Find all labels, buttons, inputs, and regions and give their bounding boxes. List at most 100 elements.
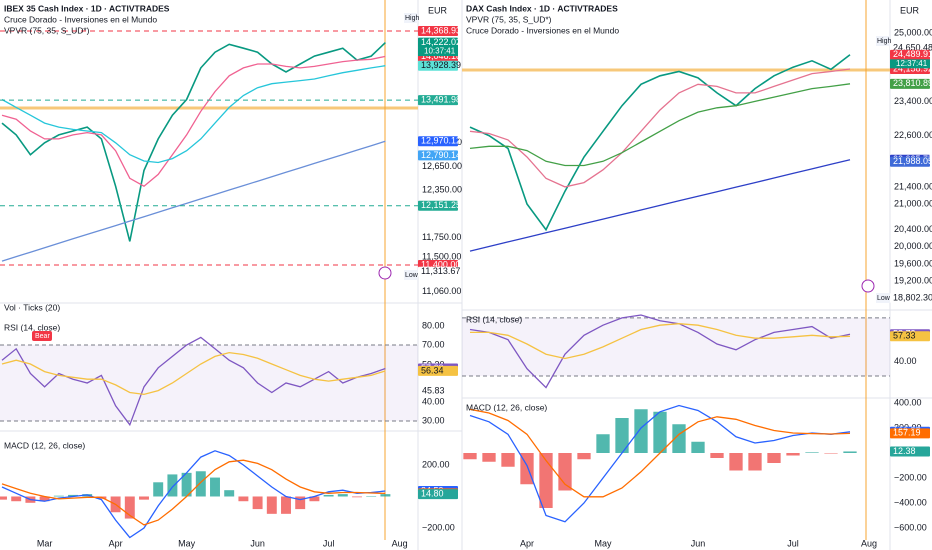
high-tag: High: [877, 38, 892, 45]
price-label-box: [890, 78, 930, 89]
y-tick-label: 80.00: [422, 320, 445, 330]
y-tick-label: −400.00: [894, 497, 927, 507]
histogram-bar: [153, 482, 164, 497]
histogram-bar: [68, 494, 78, 497]
histogram-bar: [181, 472, 192, 497]
histogram-bar: [309, 496, 320, 502]
x-tick-label: Jul: [787, 538, 799, 548]
y-tick-label: 40.00: [422, 396, 445, 406]
x-tick-label: Aug: [861, 538, 877, 548]
indicator-name: VPVR (75, 35, S_UD*): [4, 25, 90, 35]
price-label: 57.33: [893, 331, 916, 341]
y-tick-label: 200.00: [422, 459, 450, 469]
indicator-line: [1, 65, 386, 164]
histogram-bar: [691, 441, 705, 453]
y-tick-label: 25,000.00: [894, 27, 932, 37]
signal-tag: Bear: [35, 333, 50, 340]
price-label-box: [890, 49, 930, 60]
pane-title: RSI (14, close): [466, 314, 522, 324]
x-tick-label: Mar: [37, 538, 53, 548]
x-tick-label: Jul: [323, 538, 335, 548]
histogram-bar: [805, 452, 819, 453]
histogram-bar: [195, 471, 206, 497]
histogram-bar: [167, 474, 178, 497]
high-tag-box: [876, 36, 890, 46]
price-label: 56.34: [421, 365, 444, 375]
countdown-box: [890, 59, 930, 69]
price-label: 12,790.14: [421, 150, 461, 160]
x-tick-label: May: [178, 538, 196, 548]
indicator-line: [469, 83, 851, 167]
indicator-line: [469, 408, 851, 498]
x-tick-label: Apr: [520, 538, 534, 548]
y-tick-label: 19,200.00: [894, 275, 932, 285]
y-tick-label: 12,650.00: [422, 161, 462, 171]
price-label-box: [890, 331, 930, 342]
histogram-bar: [463, 453, 477, 460]
low-tag: Low: [877, 295, 891, 302]
price-label-box: [418, 25, 458, 36]
y-tick-label: 23,400.00: [894, 96, 932, 106]
high-tag-box: [404, 13, 418, 23]
histogram-bar: [653, 411, 667, 453]
y-tick-label: 11,500.00: [422, 251, 461, 261]
x-tick-label: Jun: [691, 538, 706, 548]
countdown: 12:37:41: [896, 59, 928, 68]
price-label: 12,151.25: [421, 200, 461, 210]
histogram-bar: [0, 496, 7, 500]
y-tick-label: 40.00: [894, 356, 917, 366]
pane-header: Vol · Ticks (20): [4, 302, 60, 312]
price-label: 18,802.30: [893, 292, 932, 302]
y-tick-label: 12,350.00: [422, 184, 462, 194]
histogram-bar: [323, 494, 334, 497]
low-tag-box: [876, 293, 890, 303]
histogram-bar: [615, 418, 629, 453]
event-icon[interactable]: [378, 266, 392, 280]
histogram-bar: [238, 496, 249, 502]
rsi-band: [0, 344, 418, 421]
x-tick-label: May: [594, 538, 612, 548]
y-tick-label: −200.00: [894, 472, 927, 482]
price-label: 24,650.48: [893, 42, 932, 52]
histogram-bar: [710, 453, 724, 458]
pane-title: RSI (14, close): [4, 322, 60, 332]
price-label: 13,928.39: [421, 60, 461, 70]
y-tick-label: 70.00: [422, 339, 445, 349]
price-label-box: [418, 150, 458, 161]
histogram-bar: [39, 496, 50, 502]
price-label: 11,400.00: [421, 259, 460, 269]
price-label-box: [418, 266, 458, 277]
y-tick-label: 45.83: [422, 385, 445, 395]
y-tick-label: 20,400.00: [894, 224, 932, 234]
price-label: 21,988.05: [893, 156, 932, 166]
price-label-box: [890, 156, 930, 167]
histogram-bar: [634, 409, 648, 453]
y-tick-label: 400.00: [894, 397, 922, 407]
indicator-name: Cruce Dorado - Inversiones en el Mundo: [466, 25, 619, 35]
event-icon[interactable]: [861, 279, 875, 293]
histogram-bar: [824, 453, 838, 454]
indicator-line: [469, 404, 851, 523]
price-line: [1, 42, 386, 242]
y-tick-label: 19,600.00: [894, 258, 932, 268]
histogram-bar: [501, 453, 515, 467]
indicator-line: [469, 159, 851, 252]
price-label: 13,491.98: [421, 94, 461, 104]
histogram-bar: [366, 496, 377, 497]
indicator-line: [470, 323, 851, 360]
price-label: 14.80: [421, 489, 444, 499]
histogram-bar: [482, 453, 496, 462]
y-tick-label: −600.00: [894, 522, 927, 532]
indicator-name: Cruce Dorado - Inversiones en el Mundo: [4, 14, 157, 24]
pane-title: MACD (12, 26, close): [4, 440, 85, 450]
price-label: 14,222.02: [421, 37, 461, 47]
countdown: 10:37:41: [424, 47, 456, 56]
x-tick-label: Jun: [250, 538, 265, 548]
signal-tag-box: [32, 331, 52, 341]
y-tick-label: 11,750.00: [422, 232, 461, 242]
indicator-line: [1, 459, 386, 526]
countdown-box: [418, 47, 458, 57]
y-tick-label: −200.00: [422, 522, 455, 532]
price-label-box: [418, 200, 458, 211]
